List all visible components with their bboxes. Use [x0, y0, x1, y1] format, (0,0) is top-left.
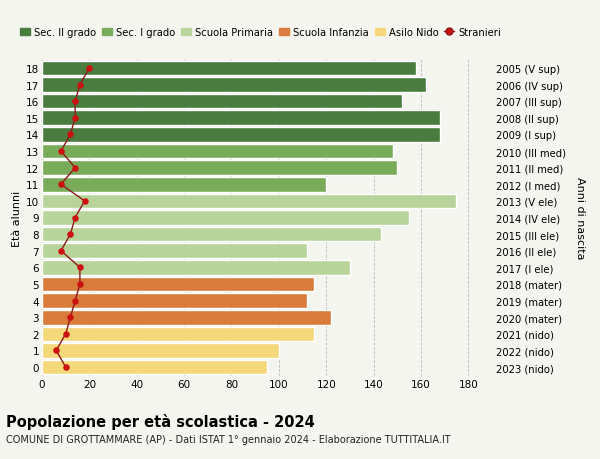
Bar: [42, 194, 457, 209]
Point: [65, 314, 75, 321]
Point: [61, 364, 70, 371]
Point: [75, 281, 85, 288]
Bar: [42, 211, 409, 225]
Bar: [42, 111, 440, 126]
Point: [75, 82, 85, 89]
Point: [56, 181, 66, 189]
Point: [52, 347, 61, 354]
Point: [80, 198, 89, 205]
Bar: [42, 95, 402, 109]
Bar: [42, 260, 350, 275]
Point: [56, 148, 66, 155]
Legend: Sec. II grado, Sec. I grado, Scuola Primaria, Scuola Infanzia, Asilo Nido, Stran: Sec. II grado, Sec. I grado, Scuola Prim…: [16, 23, 505, 41]
Bar: [42, 244, 307, 258]
Point: [70, 115, 80, 122]
Point: [70, 165, 80, 172]
Text: COMUNE DI GROTTAMMARE (AP) - Dati ISTAT 1° gennaio 2024 - Elaborazione TUTTITALI: COMUNE DI GROTTAMMARE (AP) - Dati ISTAT …: [6, 434, 451, 444]
Point: [61, 330, 70, 338]
Bar: [42, 294, 307, 308]
Y-axis label: Anni di nascita: Anni di nascita: [575, 177, 584, 259]
Bar: [42, 128, 440, 142]
Bar: [42, 145, 392, 159]
Bar: [42, 161, 397, 176]
Point: [75, 264, 85, 271]
Bar: [42, 310, 331, 325]
Bar: [42, 227, 380, 242]
Point: [70, 214, 80, 222]
Point: [65, 231, 75, 238]
Bar: [42, 62, 416, 76]
Bar: [42, 327, 314, 341]
Point: [85, 65, 94, 73]
Point: [70, 297, 80, 305]
Point: [65, 131, 75, 139]
Y-axis label: Età alunni: Età alunni: [12, 190, 22, 246]
Text: Popolazione per età scolastica - 2024: Popolazione per età scolastica - 2024: [6, 413, 315, 429]
Point: [70, 98, 80, 106]
Bar: [42, 277, 314, 291]
Bar: [42, 78, 425, 93]
Point: [56, 247, 66, 255]
Bar: [42, 360, 267, 375]
Bar: [42, 178, 326, 192]
Bar: [42, 343, 279, 358]
